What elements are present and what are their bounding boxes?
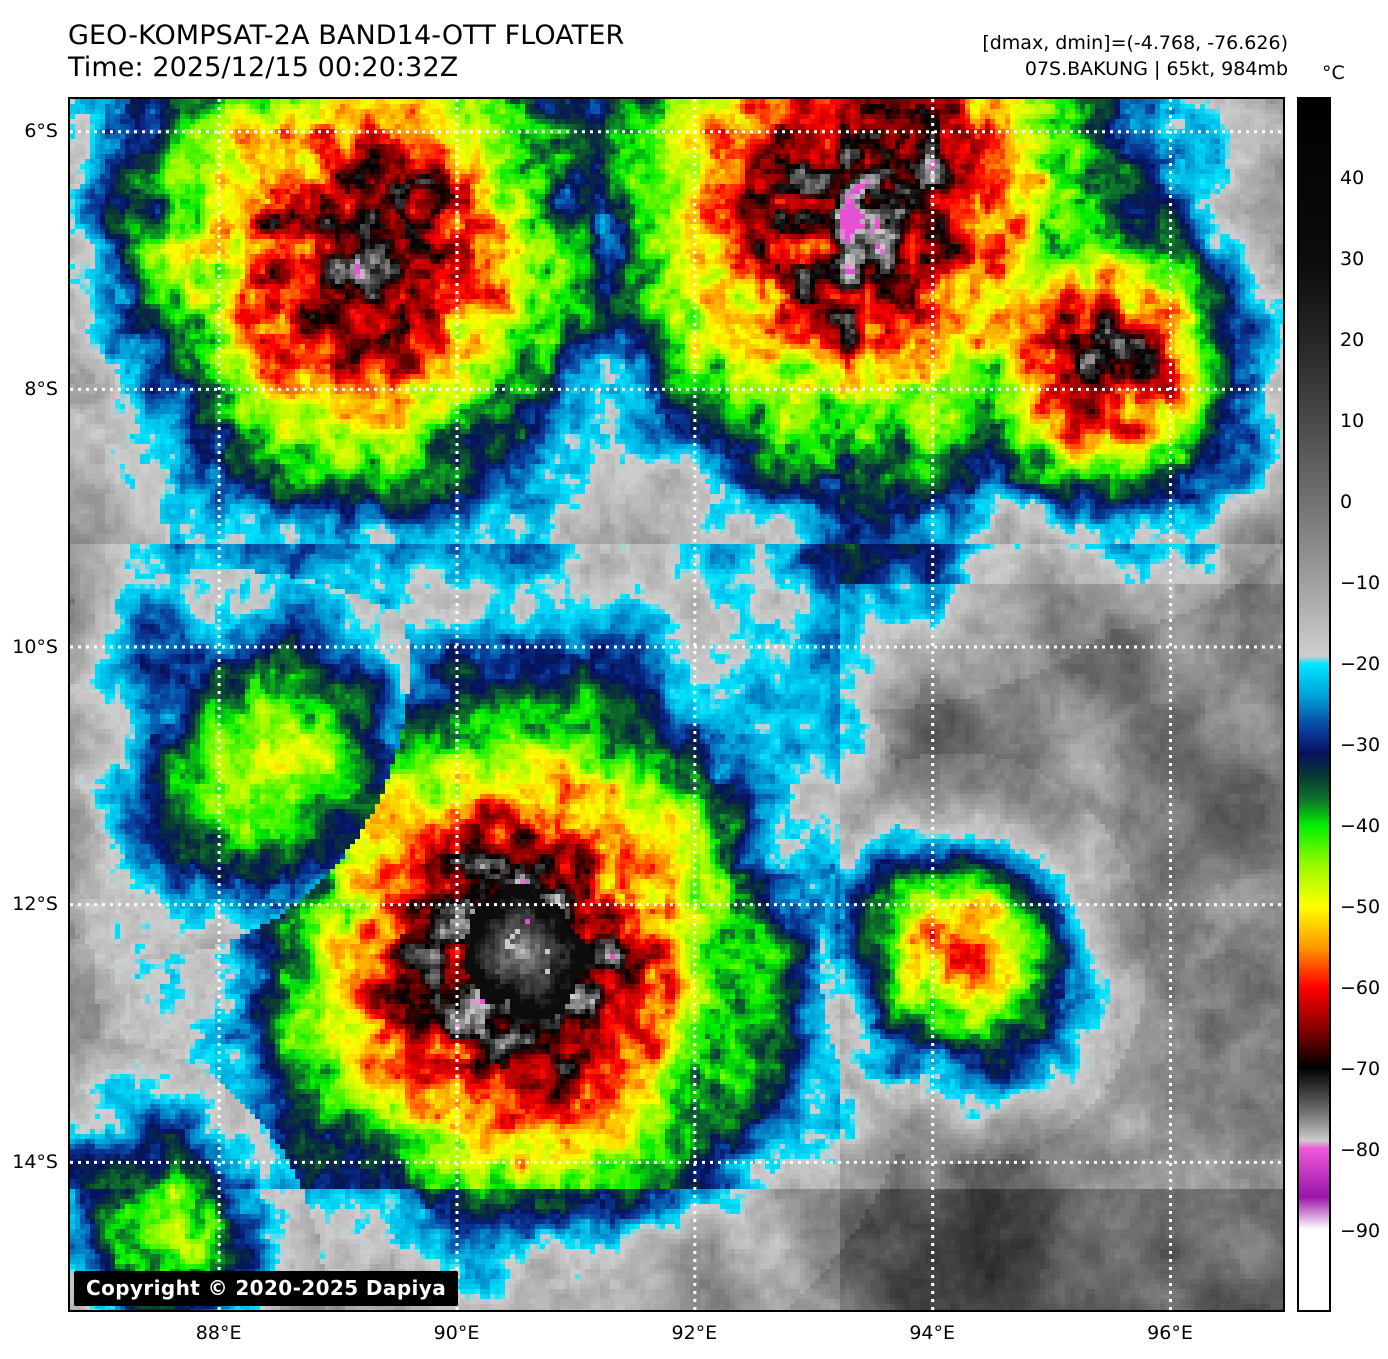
latitude-tick-label: 14°S	[0, 1151, 58, 1173]
colorbar-tick-label: 20	[1340, 329, 1364, 351]
longitude-tick-label: 94°E	[909, 1322, 955, 1344]
colorbar-tick-label: −30	[1340, 734, 1380, 756]
colorbar-gradient	[1299, 99, 1329, 1310]
colorbar-tick-label: −40	[1340, 815, 1380, 837]
latitude-tick-label: 12°S	[0, 893, 58, 915]
longitude-tick-label: 92°E	[671, 1322, 717, 1344]
data-range-label: [dmax, dmin]=(-4.768, -76.626)	[982, 32, 1288, 54]
longitude-tick-label: 88°E	[196, 1322, 242, 1344]
storm-info-label: 07S.BAKUNG | 65kt, 984mb	[1025, 58, 1288, 80]
colorbar-tick-label: −80	[1340, 1139, 1380, 1161]
colorbar-unit-label: °C	[1322, 62, 1345, 84]
latitude-tick-label: 10°S	[0, 636, 58, 658]
timestamp-label: Time: 2025/12/15 00:20:32Z	[68, 52, 458, 83]
page-title: GEO-KOMPSAT-2A BAND14-OTT FLOATER	[68, 20, 624, 51]
copyright-watermark: Copyright © 2020-2025 Dapiya	[74, 1271, 458, 1306]
colorbar-tick-label: −90	[1340, 1220, 1380, 1242]
colorbar-tick-label: 40	[1340, 167, 1364, 189]
infrared-brightness-temperature-field	[70, 99, 1283, 1310]
longitude-tick-label: 96°E	[1147, 1322, 1193, 1344]
temperature-colorbar[interactable]	[1297, 97, 1331, 1312]
longitude-tick-label: 90°E	[434, 1322, 480, 1344]
colorbar-tick-label: 0	[1340, 491, 1352, 513]
colorbar-tick-label: −50	[1340, 896, 1380, 918]
colorbar-tick-label: −10	[1340, 572, 1380, 594]
colorbar-tick-label: −60	[1340, 977, 1380, 999]
colorbar-tick-label: 30	[1340, 248, 1364, 270]
colorbar-tick-label: −70	[1340, 1058, 1380, 1080]
latitude-tick-label: 6°S	[0, 120, 58, 142]
satellite-imagery-page: GEO-KOMPSAT-2A BAND14-OTT FLOATER Time: …	[0, 0, 1388, 1359]
colorbar-tick-label: 10	[1340, 410, 1364, 432]
colorbar-tick-label: −20	[1340, 653, 1380, 675]
latitude-tick-label: 8°S	[0, 378, 58, 400]
satellite-image-map[interactable]: Copyright © 2020-2025 Dapiya	[68, 97, 1285, 1312]
